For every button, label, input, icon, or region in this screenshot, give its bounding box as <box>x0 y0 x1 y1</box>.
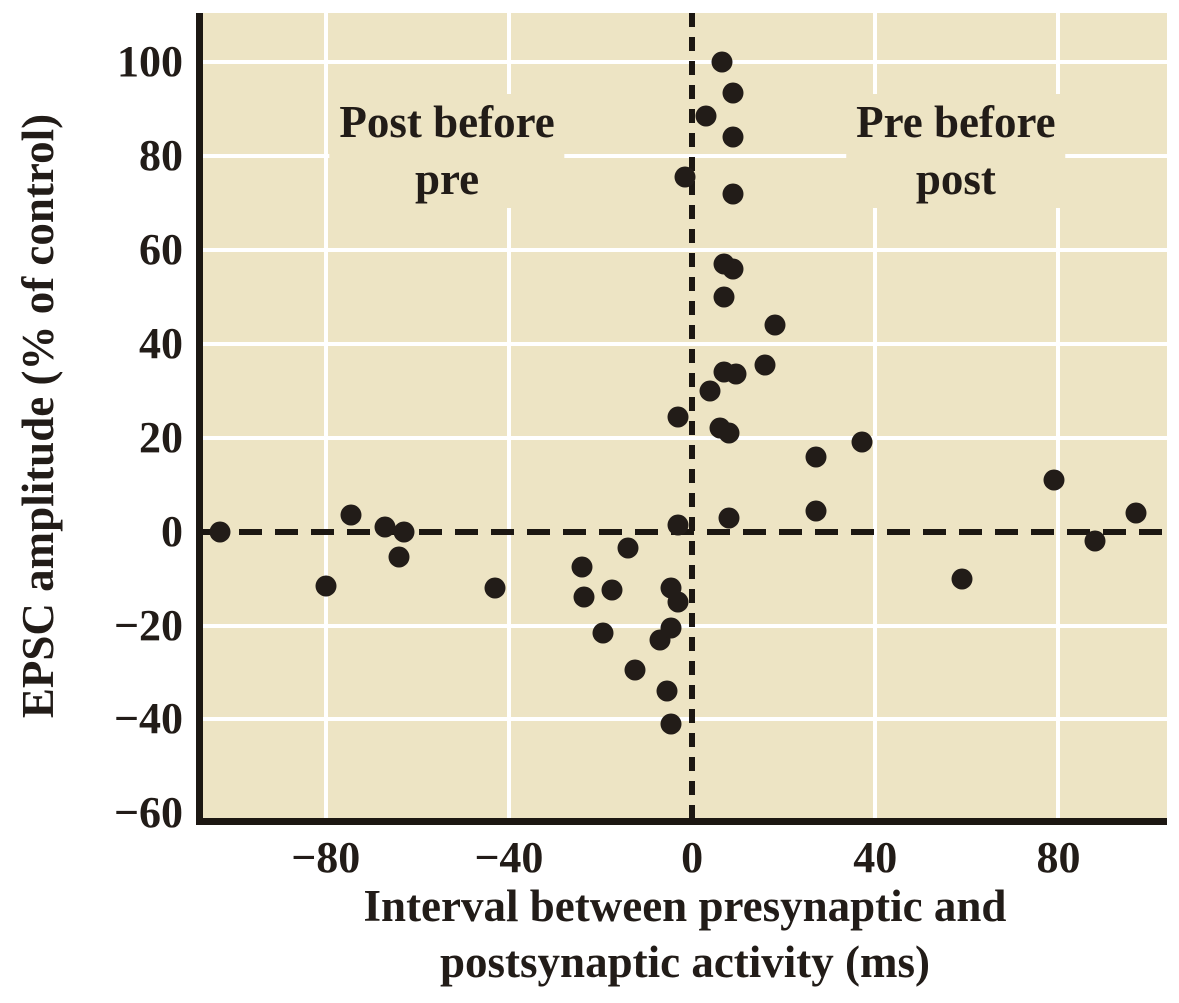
data-point <box>571 556 593 578</box>
x-tick-label: −80 <box>291 833 361 882</box>
data-point <box>713 286 735 308</box>
data-point <box>393 521 415 543</box>
data-point <box>1125 502 1147 524</box>
x-axis-title-line-2: postsynaptic activity (ms) <box>440 937 930 987</box>
data-point <box>722 82 744 104</box>
data-point <box>660 617 682 639</box>
pre-before-post-label-line: post <box>915 154 996 205</box>
post-before-pre-label-line: pre <box>414 154 480 205</box>
x-tick-label: 80 <box>1036 833 1081 882</box>
plot-area: Post before pre Pre before post <box>196 13 1167 825</box>
horizontal-gridline <box>203 154 1167 159</box>
y-tick-label: −20 <box>113 600 183 650</box>
data-point <box>656 680 678 702</box>
data-point <box>601 579 623 601</box>
data-point <box>722 258 744 280</box>
data-point <box>374 516 396 538</box>
horizontal-gridline <box>203 341 1167 346</box>
y-tick-label: 0 <box>161 506 183 556</box>
data-point <box>805 500 827 522</box>
vertical-gridline <box>873 13 878 818</box>
data-point <box>674 166 696 188</box>
x-tick-label: 40 <box>853 833 898 882</box>
horizontal-gridline <box>203 717 1167 722</box>
post-before-pre-label-line: Post before <box>339 97 555 148</box>
data-point <box>484 577 506 599</box>
y-tick-label: 60 <box>139 225 183 275</box>
data-point <box>592 622 614 644</box>
x-tick-label: 0 <box>681 833 704 882</box>
y-tick-label: 80 <box>139 131 183 181</box>
vertical-gridline <box>1056 13 1061 818</box>
data-point <box>699 380 721 402</box>
data-point <box>209 521 231 543</box>
data-point <box>617 537 639 559</box>
data-point <box>573 586 595 608</box>
data-point <box>725 363 747 385</box>
data-point <box>805 446 827 468</box>
data-point <box>667 591 689 613</box>
data-point <box>624 659 646 681</box>
post-before-pre-label: Post before pre <box>329 94 565 209</box>
pre-before-post-label: Pre before post <box>846 94 1066 209</box>
data-point <box>718 422 740 444</box>
data-point <box>754 354 776 376</box>
data-point <box>764 314 786 336</box>
pre-before-post-label-line: Pre before <box>856 97 1056 148</box>
data-point <box>315 575 337 597</box>
data-point <box>1084 530 1106 552</box>
data-point <box>388 546 410 568</box>
horizontal-gridline <box>203 248 1167 253</box>
data-point <box>340 504 362 526</box>
y-tick-label: 100 <box>117 37 183 87</box>
data-point <box>1043 469 1065 491</box>
data-point <box>951 568 973 590</box>
y-tick-label: 20 <box>139 412 183 462</box>
data-point <box>711 51 733 73</box>
data-point <box>660 713 682 735</box>
x-axis-title-line-1: Interval between presynaptic and <box>363 881 1007 931</box>
vertical-gridline <box>506 13 511 818</box>
y-tick-label: 40 <box>139 318 183 368</box>
data-point <box>851 431 873 453</box>
data-point <box>695 105 717 127</box>
x-axis-title: Interval between presynaptic and postsyn… <box>203 878 1167 990</box>
horizontal-gridline <box>203 435 1167 440</box>
horizontal-gridline <box>203 60 1167 65</box>
data-point <box>667 406 689 428</box>
horizontal-gridline <box>203 623 1167 628</box>
x-tick-label: −40 <box>474 833 544 882</box>
y-axis-title: EPSC amplitude (% of control) <box>13 113 63 719</box>
y-tick-label: −40 <box>113 694 183 744</box>
y-tick-label: −60 <box>113 788 183 838</box>
zero-interval-dashed-line <box>689 13 696 818</box>
data-point <box>667 514 689 536</box>
data-point <box>722 183 744 205</box>
data-point <box>722 126 744 148</box>
vertical-gridline <box>323 13 328 818</box>
data-point <box>718 507 740 529</box>
